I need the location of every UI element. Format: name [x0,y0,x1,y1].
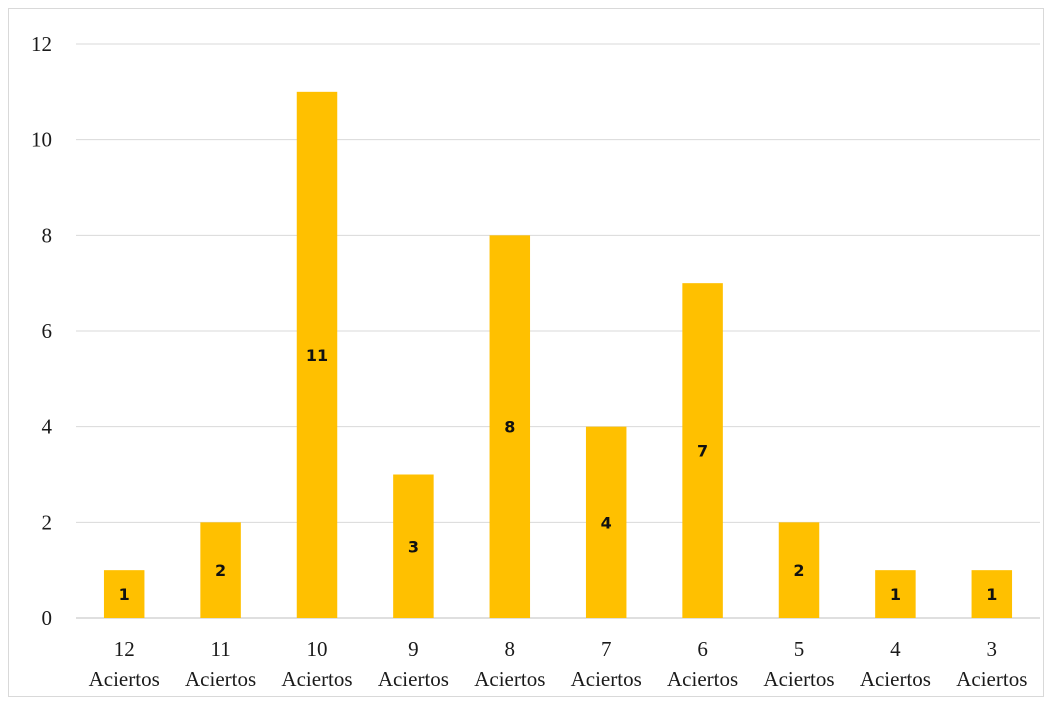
bars [103,91,1013,619]
y-tick-label: 2 [42,510,53,534]
data-label: 2 [793,561,804,580]
y-tick-label: 4 [42,415,53,439]
bar [778,522,820,618]
x-axis-categories: 12 Aciertos 11 Aciertos 10 Aciertos 9 Aciertos 8… [89,637,1028,691]
bar [296,91,338,619]
x-category-word: Aciertos [474,667,545,691]
data-label: 1 [119,585,130,604]
bar [103,570,145,618]
data-label: 11 [306,346,328,365]
x-category-number: 9 [408,637,419,661]
bar [585,426,627,618]
data-label: 1 [986,585,997,604]
x-category-number: 12 [114,637,135,661]
data-label: 7 [697,442,708,461]
x-category-word: Aciertos [378,667,449,691]
x-category-number: 11 [210,637,230,661]
x-category-word: Aciertos [281,667,352,691]
x-category-word: Aciertos [860,667,931,691]
bar [200,522,241,618]
x-category-number: 4 [890,637,901,661]
bar [875,570,916,618]
x-category-number: 5 [794,637,805,661]
x-category-word: Aciertos [763,667,834,691]
y-tick-label: 8 [42,223,53,247]
data-label: 2 [215,561,226,580]
y-tick-label: 0 [42,606,53,630]
x-category-word: Aciertos [185,667,256,691]
x-category-number: 3 [987,637,998,661]
data-label: 8 [504,418,515,437]
y-tick-label: 6 [42,319,53,343]
data-label: 4 [601,513,612,532]
x-category-word: Aciertos [89,667,160,691]
data-label: 1 [890,585,901,604]
y-tick-label: 12 [31,32,52,56]
x-category-word: Aciertos [571,667,642,691]
y-tick-label: 10 [31,128,52,152]
x-category-number: 8 [505,637,516,661]
x-category-word: Aciertos [667,667,738,691]
data-label: 3 [408,537,419,556]
x-category-number: 7 [601,637,612,661]
bar [489,235,531,619]
x-category-number: 6 [697,637,708,661]
x-category-word: Aciertos [956,667,1027,691]
bar [393,474,434,618]
bar [971,570,1013,618]
bar [682,283,723,618]
y-axis-ticks: 0 2 4 6 8 10 12 [31,32,53,630]
x-category-number: 10 [307,637,328,661]
